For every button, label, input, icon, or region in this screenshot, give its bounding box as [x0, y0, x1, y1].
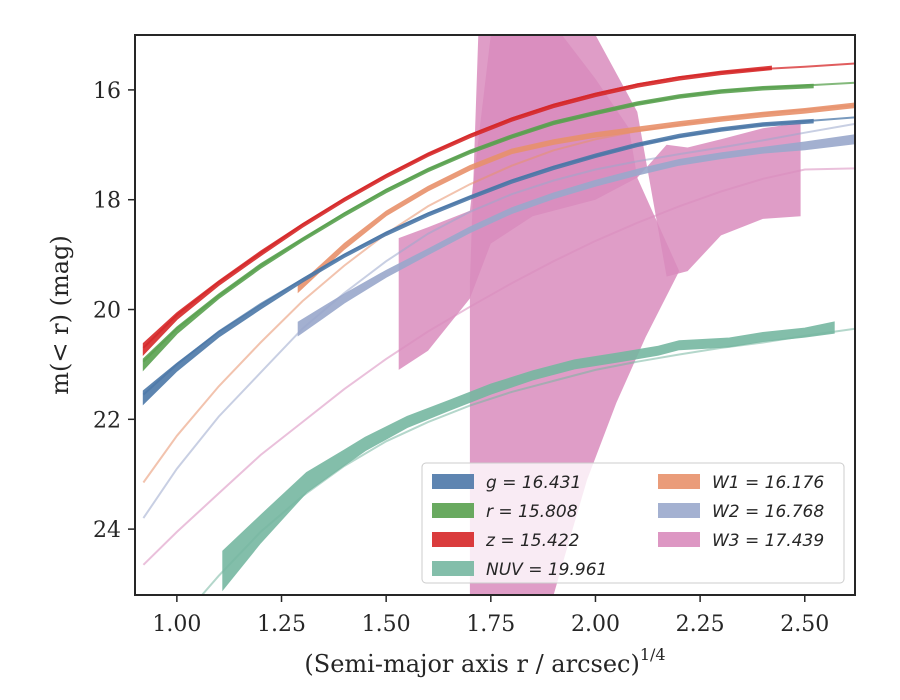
legend-box [421, 462, 845, 584]
w2-uncertainty-band [297, 134, 855, 337]
legend-label-w3: W3 = 17.439 [712, 531, 824, 551]
series-layer [142, 35, 855, 595]
legend-swatch-nuv [432, 561, 474, 576]
plot-frame [134, 34, 856, 596]
legend-swatch-z [432, 532, 474, 547]
x-tick-label: 2.25 [676, 612, 725, 637]
z-uncertainty-band [142, 65, 772, 356]
x-axis-ticks: 1.00 1.25 1.50 1.75 2.00 2.25 2.50 [152, 595, 829, 637]
legend-label-g: g = 16.431 [486, 473, 581, 493]
legend-swatch-w1 [658, 474, 700, 489]
y-axis-label: m(< r) (mag) [46, 235, 74, 394]
g-uncertainty-band [142, 118, 814, 406]
legend: g = 16.431 r = 15.808 z = 15.422 NUV = 19.9… [421, 462, 845, 584]
y-tick-label: 22 [93, 408, 121, 433]
legend-swatch-r [432, 503, 474, 518]
legend-label-w1: W1 = 16.176 [712, 473, 824, 493]
x-tick-label: 1.50 [362, 612, 411, 637]
x-tick-label: 1.75 [466, 612, 515, 637]
x-tick-label: 1.00 [152, 612, 201, 637]
x-axis-label-superscript: 1/4 [640, 645, 666, 664]
r-uncertainty-band [142, 83, 814, 372]
legend-label-z: z = 15.422 [485, 531, 579, 551]
legend-swatch-w3 [658, 532, 700, 547]
x-axis-label-main: (Semi-major axis r / arcsec) [304, 650, 639, 678]
x-tick-label: 1.25 [257, 612, 306, 637]
w1-uncertainty-band [297, 102, 855, 294]
y-tick-label: 16 [93, 79, 121, 104]
legend-label-w2: W2 = 16.768 [712, 502, 824, 522]
legend-label-nuv: NUV = 19.961 [486, 560, 607, 580]
legend-swatch-w2 [658, 503, 700, 518]
y-tick-label: 24 [93, 518, 121, 543]
w2-model-line [142, 122, 855, 519]
y-axis-ticks: 16 18 20 22 24 [93, 79, 135, 543]
legend-label-r: r = 15.808 [486, 502, 578, 522]
x-tick-label: 2.50 [780, 612, 829, 637]
y-tick-label: 20 [93, 299, 121, 324]
y-tick-label: 18 [93, 189, 121, 214]
x-axis-label: (Semi-major axis r / arcsec)1/4 [304, 645, 665, 678]
legend-swatch-g [432, 474, 474, 489]
nuv-uncertainty-band [222, 321, 835, 592]
x-tick-label: 2.00 [571, 612, 620, 637]
